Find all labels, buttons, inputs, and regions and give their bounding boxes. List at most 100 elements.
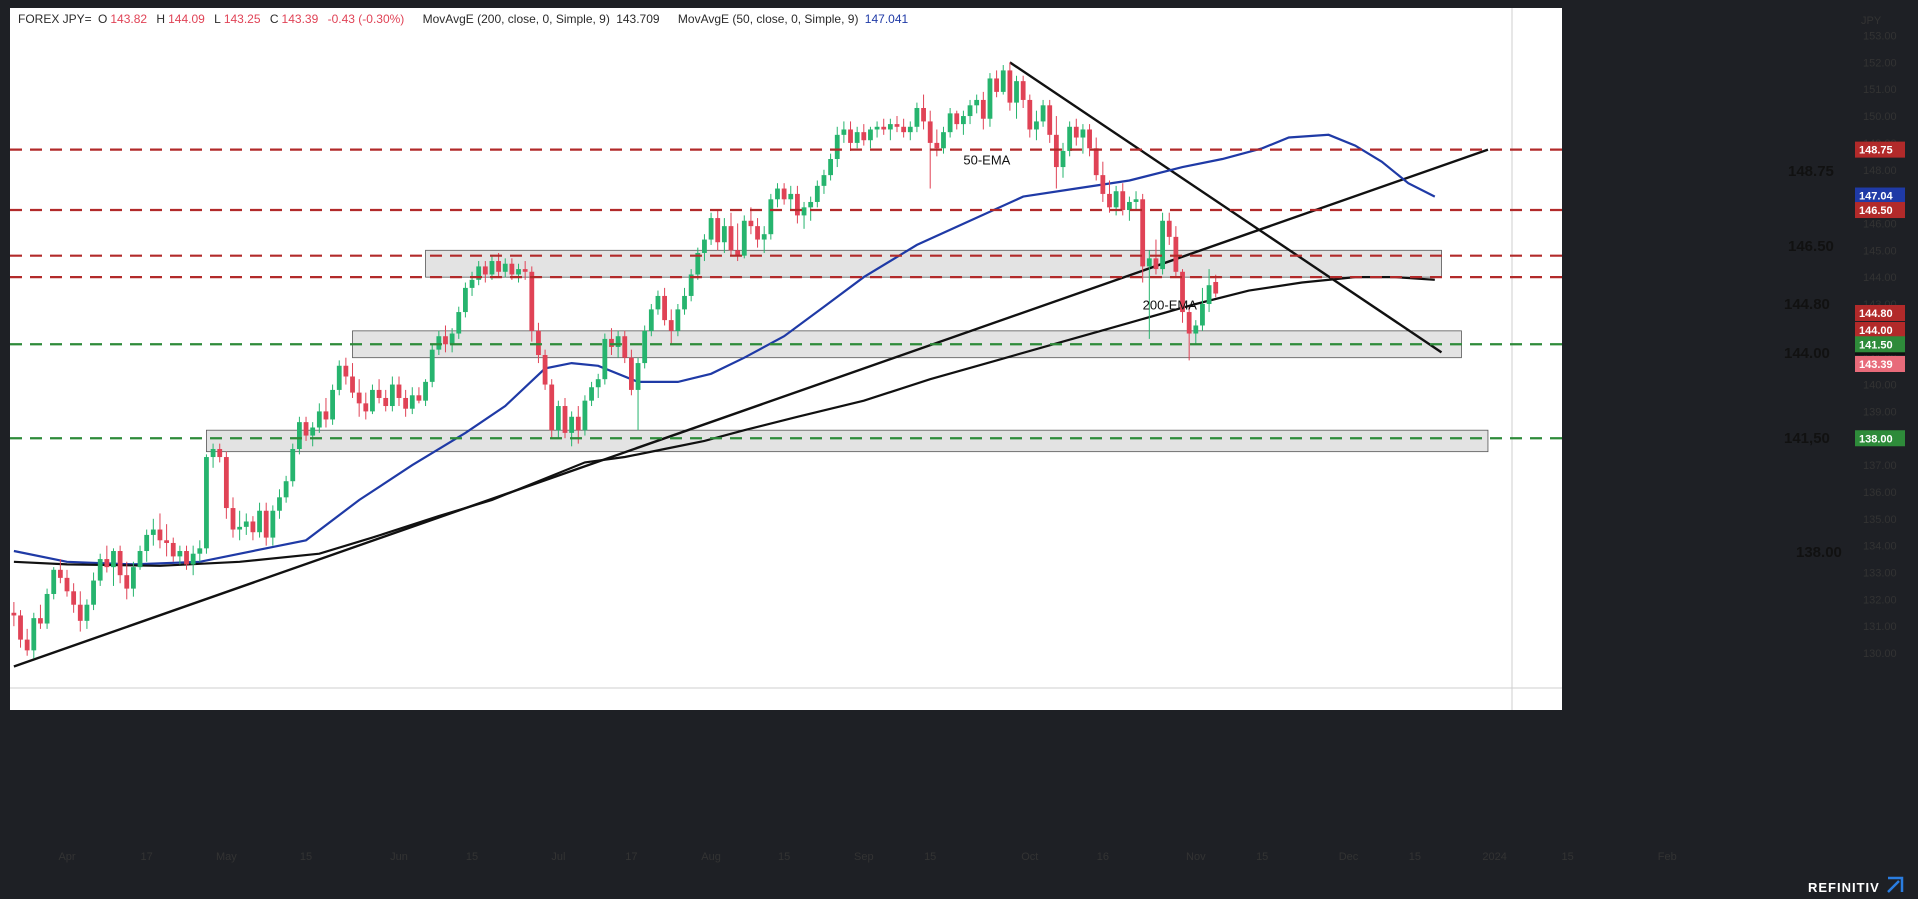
candle-body — [768, 199, 774, 235]
candle-body — [549, 384, 555, 431]
x-tick-label: Jul — [551, 851, 565, 863]
candle-body — [562, 406, 568, 433]
candle-body — [755, 226, 760, 240]
y-tick-label: 132.00 — [1863, 594, 1897, 606]
candle-body — [1100, 175, 1106, 194]
candle-body — [137, 551, 143, 568]
candle-body — [150, 529, 156, 535]
candle-body — [615, 336, 621, 347]
y-tick-label: 145.00 — [1863, 245, 1897, 257]
candle-body — [416, 395, 422, 401]
price-tag-box — [1855, 430, 1905, 447]
candle-body — [695, 252, 701, 275]
candle-body — [297, 422, 302, 449]
x-tick-label: 17 — [625, 851, 637, 863]
candle-body — [336, 365, 342, 390]
candle-body — [662, 295, 667, 321]
x-tick-label: 15 — [1409, 851, 1421, 863]
candle-body — [934, 142, 940, 149]
candle-body — [243, 521, 249, 527]
candle-body — [363, 403, 369, 412]
y-tick-label: 151.00 — [1863, 84, 1897, 96]
candle-body — [761, 234, 767, 240]
candle-body — [409, 395, 415, 409]
candle-body — [469, 279, 475, 288]
candle-body — [350, 376, 355, 393]
price-tag: 144.80 — [1855, 305, 1905, 321]
candle-body — [257, 510, 262, 533]
candle-body — [1040, 105, 1046, 122]
candle-body — [370, 389, 375, 412]
candle-body — [961, 116, 966, 125]
candle-body — [24, 639, 30, 651]
trendline — [1009, 61, 1443, 354]
candle-body — [1160, 220, 1165, 270]
legend-open: O 143.82 — [98, 12, 150, 26]
candle-body — [1206, 285, 1212, 304]
candle-body — [104, 559, 110, 568]
y-tick-label: 134.00 — [1863, 541, 1897, 553]
candle-body — [91, 580, 96, 605]
candle-body — [290, 448, 296, 482]
price-tag-box — [1855, 322, 1905, 338]
x-tick-label: Feb — [1658, 851, 1677, 863]
x-tick-label: 15 — [778, 851, 790, 863]
candle-body — [728, 226, 734, 251]
legend-open-label: O — [98, 12, 108, 26]
candle-body — [642, 330, 648, 364]
candle-body — [396, 384, 402, 398]
price-tag: 141.50 — [1855, 336, 1905, 353]
candle-body — [343, 365, 349, 377]
candle-body — [18, 615, 23, 640]
legend-ma50-label: MovAvgE (50, close, 0, Simple, 9) — [677, 12, 859, 26]
candle-body — [423, 381, 428, 401]
x-tick-label: Oct — [1021, 851, 1038, 863]
candle-body — [1113, 191, 1119, 208]
candle-body — [994, 78, 999, 92]
candle-body — [1140, 199, 1146, 267]
legend-high-label: H — [156, 12, 166, 26]
candle-body — [569, 416, 575, 433]
candle-body — [131, 567, 136, 589]
candle-body — [735, 250, 741, 256]
price-zone — [206, 429, 1489, 453]
candle-body — [376, 389, 382, 398]
candle-body — [237, 526, 243, 530]
candle-body — [1120, 191, 1126, 211]
candle-body — [44, 593, 50, 624]
candle-body — [456, 312, 462, 334]
candle-body — [927, 121, 933, 143]
price-tag-label: 146.50 — [1859, 205, 1893, 217]
candle-body — [921, 107, 926, 122]
candle-body — [1213, 281, 1219, 294]
trendline — [13, 148, 1489, 668]
candle-body — [1093, 148, 1099, 176]
candle-body — [1186, 312, 1192, 334]
candle-body — [204, 457, 209, 549]
price-tag-label: 147.04 — [1859, 191, 1894, 203]
candle-body — [582, 400, 588, 431]
candle-body — [1153, 258, 1159, 270]
candle-body — [881, 126, 887, 130]
y-tick-label: 131.00 — [1863, 621, 1897, 633]
candles — [11, 62, 1219, 659]
price-tag-label: 148.75 — [1859, 145, 1893, 157]
candle-body — [974, 99, 980, 106]
x-tick-label: 15 — [466, 851, 478, 863]
y-tick-label: 144.00 — [1863, 272, 1897, 284]
x-tick-label: Apr — [58, 851, 75, 863]
y-tick-label: 148.00 — [1863, 165, 1897, 177]
candle-body — [383, 397, 389, 407]
price-tag-box — [1855, 356, 1905, 372]
price-tag-label: 144.80 — [1859, 308, 1893, 320]
x-tick-label: 15 — [924, 851, 936, 863]
candle-body — [682, 295, 687, 310]
candle-body — [1020, 81, 1026, 100]
candle-body — [887, 124, 893, 130]
candle-body — [184, 551, 189, 565]
y-axis-currency: JPY — [1861, 15, 1882, 27]
candle-body — [230, 508, 236, 530]
candle-body — [270, 510, 276, 538]
